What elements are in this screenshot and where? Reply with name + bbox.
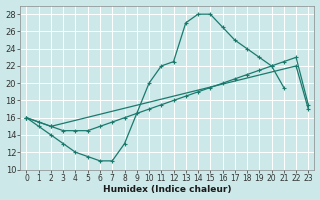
- X-axis label: Humidex (Indice chaleur): Humidex (Indice chaleur): [103, 185, 232, 194]
